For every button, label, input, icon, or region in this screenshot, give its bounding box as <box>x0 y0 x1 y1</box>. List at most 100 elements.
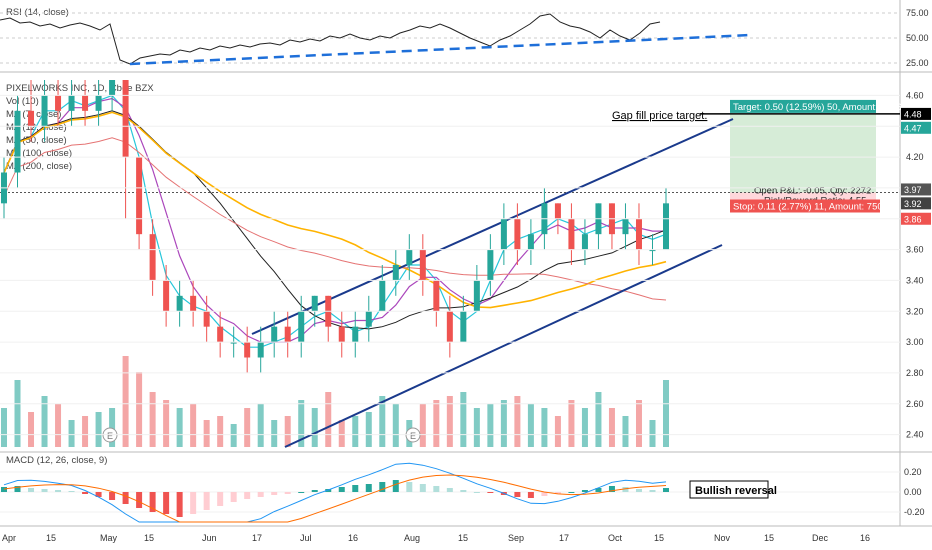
volume-bar <box>338 420 345 447</box>
macd-histogram-bar <box>541 492 548 496</box>
candle-body <box>473 280 480 312</box>
legend-entry: MA (200, close) <box>6 161 72 172</box>
macd-histogram-bar <box>460 490 467 492</box>
volume-bar <box>649 420 656 447</box>
candle-body <box>217 326 224 343</box>
volume-bar <box>55 404 62 447</box>
macd-tick-label: 0.20 <box>904 467 922 477</box>
volume-bar <box>419 404 426 447</box>
macd-histogram-bar <box>163 492 170 514</box>
candle-body <box>581 234 588 250</box>
volume-bar <box>244 408 251 447</box>
price-label-bg <box>901 107 931 120</box>
macd-histogram-bar <box>554 492 561 494</box>
macd-histogram-bar <box>419 484 426 492</box>
volume-bar <box>514 396 521 447</box>
volume-bar <box>311 408 318 447</box>
macd-histogram-bar <box>514 492 521 497</box>
volume-bar <box>82 416 89 447</box>
volume-bar <box>541 408 548 447</box>
volume-bar <box>68 420 75 447</box>
candle-body <box>149 234 156 281</box>
price-tick-label: 3.00 <box>906 337 924 347</box>
macd-histogram-bar <box>473 492 480 493</box>
ma-12-line <box>3 97 666 343</box>
price-y-axis: 4.604.404.204.003.803.603.403.203.002.80… <box>0 90 924 440</box>
price-label: 3.86 <box>904 214 922 224</box>
x-tick-label: Jun <box>202 533 217 543</box>
macd-histogram-bar <box>298 492 305 493</box>
x-tick-label: Apr <box>2 533 16 543</box>
macd-tick-label: -0.20 <box>904 507 925 517</box>
candle-body <box>419 249 426 281</box>
macd-histogram-bar <box>352 485 359 492</box>
candle-body <box>406 249 413 265</box>
macd-title: MACD (12, 26, close, 9) <box>6 455 107 466</box>
rsi-line <box>0 13 661 65</box>
volume-bar <box>663 380 669 447</box>
macd-histogram-bar <box>230 492 237 502</box>
volume-bar <box>163 400 170 447</box>
volume-bar <box>257 404 264 447</box>
macd-histogram-bar <box>527 492 534 498</box>
legend-entry: MA (50, close) <box>6 135 67 146</box>
macd-histogram-bar <box>244 492 251 499</box>
volume-bar <box>473 408 480 447</box>
ma-200-line <box>3 137 667 301</box>
candle-body <box>392 265 399 281</box>
volume-bar <box>581 408 588 447</box>
volume-bar <box>14 380 21 447</box>
candle-body <box>55 95 62 111</box>
candle-body <box>271 326 278 343</box>
volume-bar <box>149 392 156 447</box>
candle-body <box>311 295 318 312</box>
candle-body <box>298 311 305 343</box>
candle-body <box>379 280 386 312</box>
candle-body <box>554 203 561 219</box>
macd-histogram-bar <box>284 492 291 494</box>
stop-label: Stop: 0.11 (2.77%) 11, Amount: 750.08 <box>733 202 896 213</box>
macd-histogram-bar <box>311 490 318 492</box>
candle-body <box>190 295 197 312</box>
macd-histogram-bar <box>271 492 278 495</box>
macd-histogram-bar <box>338 487 345 492</box>
candle-body <box>257 342 264 358</box>
candle-body <box>230 342 237 344</box>
price-labels: 4.48 4.47 3.97 3.92 3.86 <box>901 107 931 225</box>
candle-body <box>109 80 116 96</box>
candle-body <box>500 218 507 250</box>
earnings-marker-label: E <box>410 431 416 441</box>
candle-body <box>136 157 143 235</box>
macd-histogram-bar <box>581 490 588 492</box>
macd-histogram-bar <box>568 492 575 493</box>
x-tick-label: 15 <box>144 533 154 543</box>
volume-bar <box>284 416 291 447</box>
legend-entry: Vol (10) <box>6 96 39 107</box>
macd-histogram-bar <box>203 492 210 510</box>
candle-body <box>28 110 35 127</box>
macd-histogram-bar <box>487 492 494 493</box>
macd-histogram-bar <box>55 490 62 492</box>
x-tick-label: 16 <box>348 533 358 543</box>
macd-histogram-bar <box>190 492 197 514</box>
volume-bar <box>392 404 399 447</box>
price-label: 3.97 <box>904 185 922 195</box>
price-tick-label: 2.40 <box>906 430 924 440</box>
macd-histogram-bar <box>136 492 143 508</box>
volume-bar <box>622 416 629 447</box>
price-label-bg <box>901 121 931 134</box>
candle-body <box>663 203 669 250</box>
macd-histogram-bar <box>217 492 224 506</box>
x-tick-label: 16 <box>860 533 870 543</box>
macd-histogram-bar <box>109 492 116 500</box>
macd-histogram <box>1 480 669 517</box>
x-tick-label: 15 <box>764 533 774 543</box>
ma-50-line <box>3 110 667 330</box>
bullish-reversal-label: Bullish reversal <box>695 485 777 497</box>
volume-bar <box>446 396 453 447</box>
signal-line <box>3 474 667 523</box>
candle-body <box>14 110 21 173</box>
x-tick-label: Oct <box>608 533 623 543</box>
symbol-title: PIXELWORKS INC, 1D, Cboe BZX <box>6 83 154 94</box>
macd-histogram-bar <box>68 491 75 492</box>
